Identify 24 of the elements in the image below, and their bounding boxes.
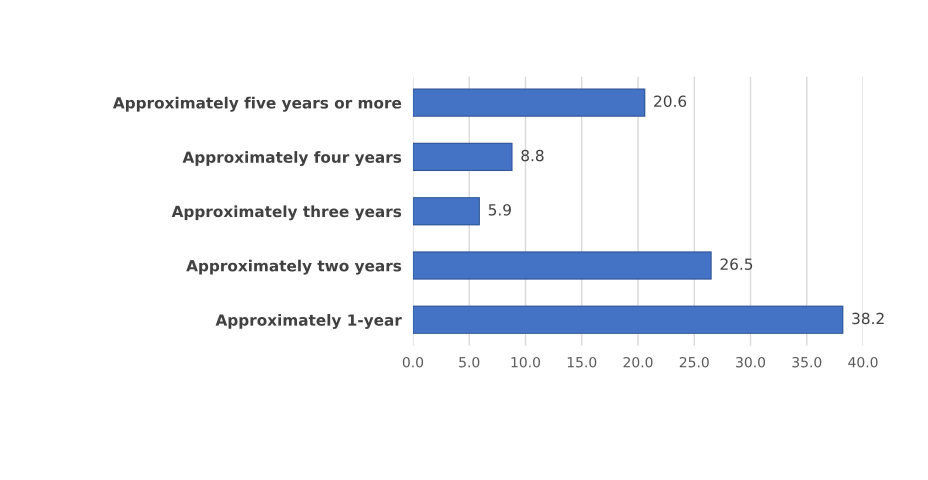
- y-tick-label: Approximately four years: [182, 151, 402, 166]
- y-tick-label: Approximately two years: [186, 260, 402, 275]
- x-tick-label: 20.0: [624, 356, 653, 368]
- data-label: 38.2: [852, 312, 884, 324]
- y-tick-label: Approximately three years: [172, 205, 402, 220]
- bar: [412, 88, 646, 117]
- bar: [412, 306, 844, 334]
- x-tick-label: 5.0: [459, 356, 480, 368]
- x-tick-label: 40.0: [848, 356, 878, 368]
- bar: [412, 142, 513, 172]
- bar: [412, 251, 712, 280]
- data-label: 20.6: [654, 95, 686, 108]
- x-tick-label: 0.0: [402, 356, 424, 368]
- x-tick-label: 10.0: [512, 356, 540, 368]
- y-tick-label: Approximately 1-year: [216, 314, 402, 329]
- x-tick-label: 15.0: [568, 356, 596, 368]
- x-tick-label: 35.0: [792, 356, 822, 368]
- data-label: 8.8: [521, 150, 544, 162]
- data-label: 5.9: [488, 204, 511, 216]
- x-tick-label: 25.0: [680, 356, 709, 368]
- x-tick-label: 30.0: [736, 356, 766, 368]
- y-tick-label: Approximately five years or more: [112, 96, 402, 112]
- data-label: 26.5: [720, 258, 752, 270]
- bar: [412, 197, 480, 226]
